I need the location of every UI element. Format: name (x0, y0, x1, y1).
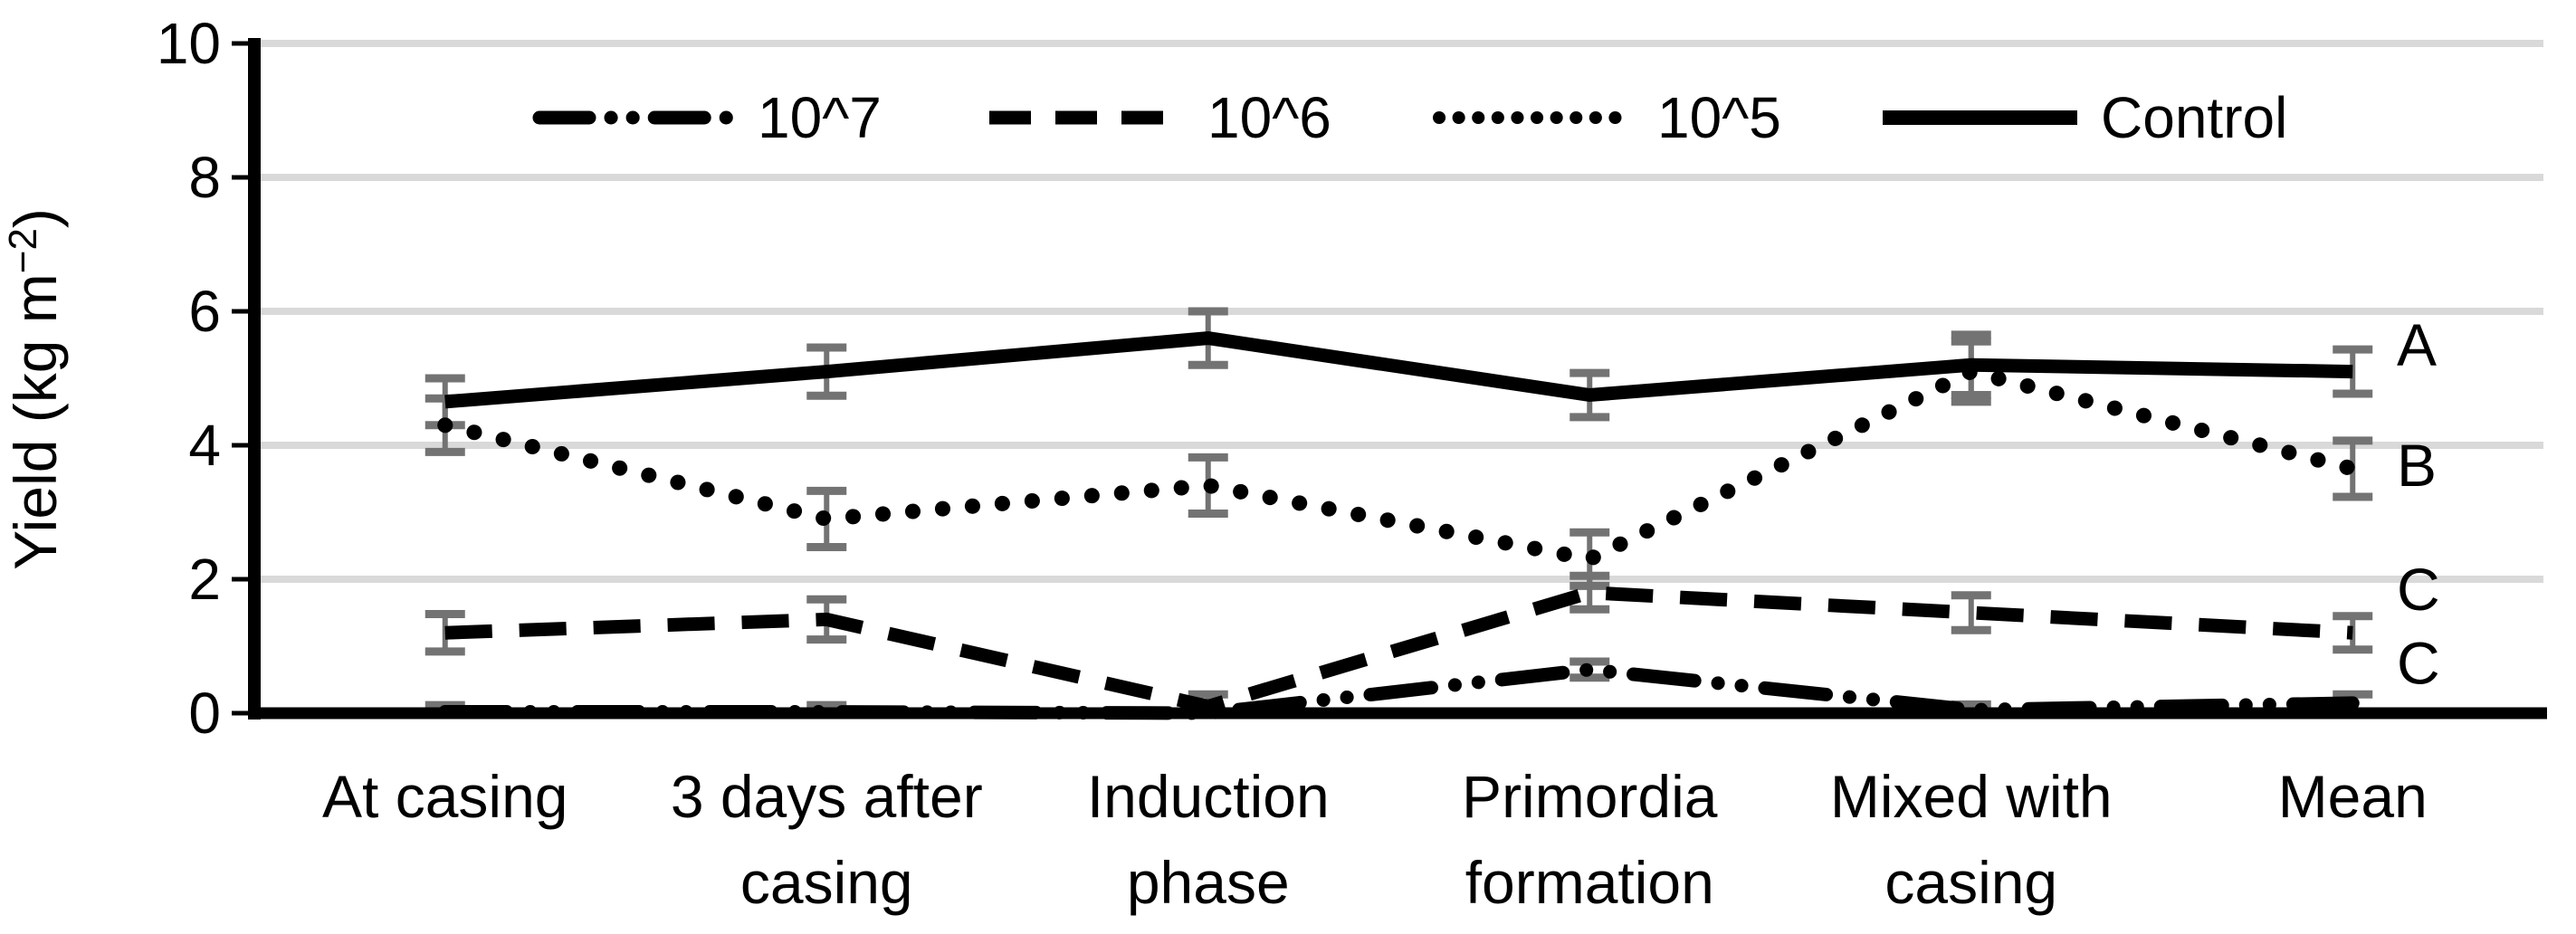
series-line-10^7 (438, 662, 2360, 720)
series-line-10^6 (444, 586, 2353, 714)
y-tick-label-10: 10 (157, 11, 221, 76)
legend-item-10^6: 10^6 (989, 85, 1331, 150)
sig-letter-Control: A (2397, 311, 2437, 378)
x-category-label-line: Mean (2278, 763, 2428, 830)
x-category-label-1: 3 days after casing (671, 763, 983, 916)
y-tick-label-8: 8 (188, 145, 221, 210)
x-category-label-3: Primordia formation (1462, 763, 1718, 916)
x-category-label-line: Mixed with (1830, 763, 2113, 830)
x-category-label-line: phase (1127, 849, 1290, 916)
y-tick-label-2: 2 (188, 547, 221, 612)
y-axis-title: Yield (kg m−2) (1, 208, 69, 570)
x-category-label-line: 3 days after (671, 763, 983, 830)
legend-item-10^7: 10^7 (532, 85, 882, 150)
x-category-label-line: formation (1465, 849, 1714, 916)
x-category-label-line: casing (1884, 849, 2057, 916)
legend-label: 10^7 (758, 85, 882, 150)
legend: 10^7 10^6 10^5 Control (532, 85, 2287, 150)
x-category-label-2: Induction phase (1087, 763, 1330, 916)
x-category-label-line: At casing (322, 763, 568, 830)
x-category-label-line: casing (740, 849, 913, 916)
y-tick-label-0: 0 (188, 681, 221, 746)
legend-label: 10^5 (1657, 85, 1781, 150)
x-category-label-5: Mean (2278, 763, 2428, 830)
sig-letter-10^6: C (2397, 556, 2440, 623)
x-category-label-4: Mixed with casing (1830, 763, 2113, 916)
error-bar-10^6-4 (1951, 591, 1991, 634)
x-category-label-0: At casing (322, 763, 568, 830)
y-tick-label-4: 4 (188, 413, 221, 478)
x-category-label-line: Primordia (1462, 763, 1718, 830)
legend-item-10^5: 10^5 (1433, 85, 1781, 150)
legend-item-Control: Control (1883, 85, 2287, 150)
legend-label: 10^6 (1207, 85, 1331, 150)
sig-letter-10^7: C (2397, 630, 2440, 697)
x-category-label-line: Induction (1087, 763, 1330, 830)
series-line-Control (444, 331, 2353, 409)
series-line-10^5 (437, 363, 2361, 567)
legend-label: Control (2101, 85, 2287, 150)
sig-letter-10^5: B (2397, 432, 2437, 499)
y-tick-label-6: 6 (188, 279, 221, 344)
